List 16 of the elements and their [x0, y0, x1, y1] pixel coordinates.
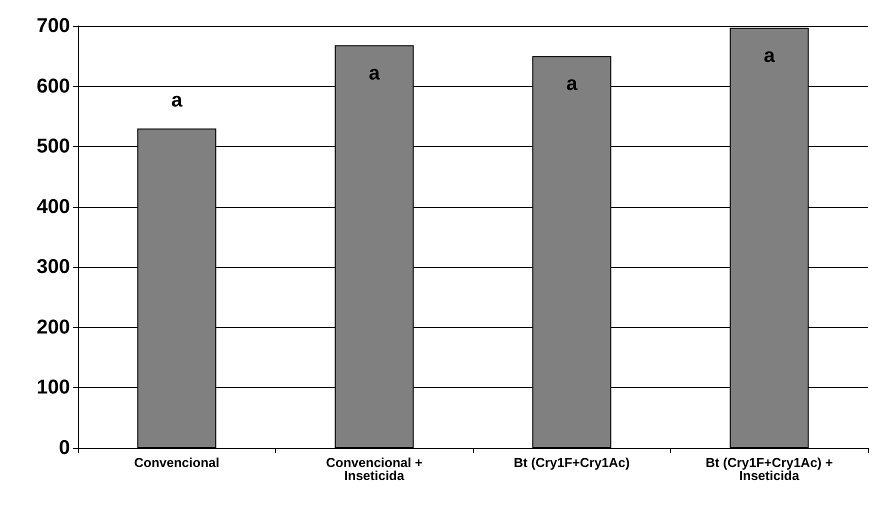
- y-tick-label: 200: [36, 316, 70, 338]
- y-tick-label: 700: [36, 15, 70, 37]
- y-tick-label: 500: [36, 136, 70, 158]
- data-label: a: [566, 73, 578, 96]
- data-label: a: [171, 89, 184, 112]
- y-tick-label: 300: [36, 256, 70, 278]
- y-tick-label: 400: [36, 196, 70, 218]
- data-label: a: [368, 62, 381, 84]
- x-tick-label: Convencional: [134, 455, 220, 470]
- y-tick-label: 0: [58, 437, 70, 459]
- x-tick-label: Bt (Cry1F+Cry1Ac) + Inseticida: [706, 455, 834, 483]
- y-tick-label: 100: [36, 376, 70, 399]
- data-label: a: [764, 44, 776, 67]
- x-tick-label: Convencional + Inseticida: [326, 455, 423, 483]
- y-tick-label: 600: [36, 75, 70, 98]
- x-tick-label: Bt (Cry1F+Cry1Ac): [514, 455, 630, 470]
